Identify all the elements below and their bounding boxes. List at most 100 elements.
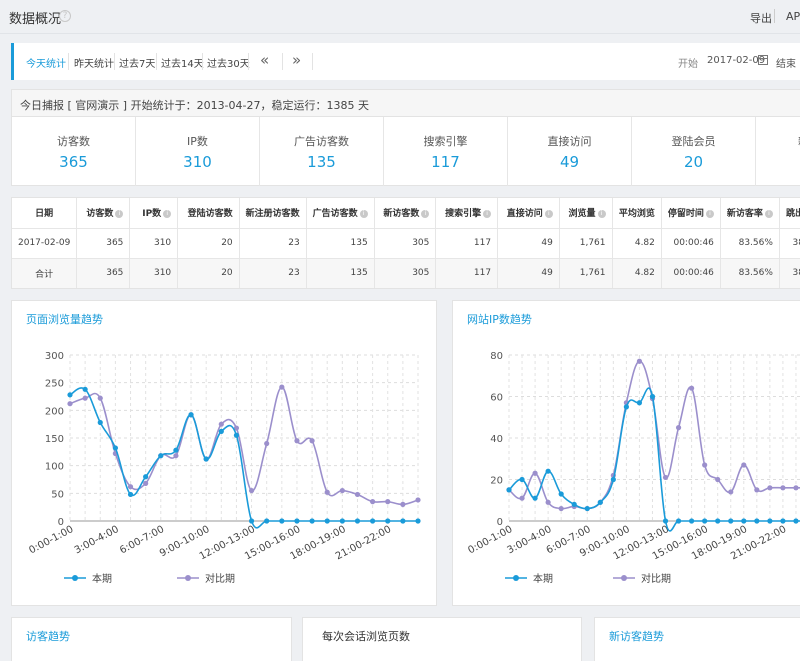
data-point bbox=[143, 474, 149, 480]
data-point bbox=[558, 505, 564, 512]
pages-per-session-panel: 每次会话浏览页数 bbox=[302, 617, 582, 661]
info-icon[interactable]: i bbox=[544, 210, 553, 219]
divider bbox=[282, 53, 283, 70]
data-point bbox=[506, 487, 512, 493]
data-point bbox=[689, 385, 695, 391]
column-header[interactable]: 浏览量 i bbox=[559, 198, 613, 229]
legend-label: 本期 bbox=[533, 572, 553, 585]
y-tick-label: 40 bbox=[490, 434, 503, 445]
column-header[interactable]: 直接访问 i bbox=[497, 198, 560, 229]
column-header[interactable]: 搜索引擎 i bbox=[435, 198, 499, 229]
data-point bbox=[309, 438, 315, 444]
pageview-trend-chart: 0501001502002503000:00-1:003:00-4:006:00… bbox=[27, 351, 421, 585]
y-tick-label: 50 bbox=[51, 489, 64, 500]
api-button[interactable]: API bbox=[786, 10, 800, 23]
date-filter-bar: 今天统计 昨天统计 过去7天 过去14天 过去30天 « » 开始 2017-0… bbox=[11, 43, 800, 80]
kpi-label: 新 bbox=[798, 133, 800, 149]
data-point bbox=[636, 400, 643, 406]
data-point bbox=[67, 392, 73, 398]
info-icon[interactable]: i bbox=[421, 210, 430, 219]
data-point bbox=[248, 487, 255, 494]
data-point bbox=[532, 495, 538, 501]
data-point bbox=[610, 476, 616, 483]
data-point bbox=[623, 404, 629, 410]
panel-title: 每次会话浏览页数 bbox=[322, 630, 410, 643]
data-point bbox=[233, 432, 240, 438]
table-total-row: 合计 365 310 20 23 135 305 117 49 1,761 4.… bbox=[12, 258, 800, 288]
table-cell: 117 bbox=[435, 258, 499, 288]
kpi-search-engine: 搜索引擎 117 bbox=[384, 117, 508, 186]
column-header[interactable]: 登陆访客数 bbox=[177, 198, 240, 229]
data-point bbox=[519, 476, 525, 483]
column-header[interactable]: 新访客数 i bbox=[374, 198, 437, 229]
data-point bbox=[188, 412, 194, 418]
data-point bbox=[385, 499, 391, 505]
ip-trend-panel: 网站IP数趋势 0 20 40 60 80 0:00-1:00 3:00-4:00 6:00-… bbox=[452, 300, 800, 606]
tab-last-7-days[interactable]: 过去7天 bbox=[119, 59, 156, 70]
column-header[interactable]: 停留时间 i bbox=[661, 198, 721, 229]
table-cell: 310 bbox=[129, 228, 179, 259]
table-cell: 00:00:46 bbox=[661, 228, 721, 259]
kpi-value: 20 bbox=[683, 153, 704, 171]
info-icon[interactable]: i bbox=[359, 210, 368, 219]
column-header[interactable]: 跳出 bbox=[779, 198, 800, 229]
info-icon[interactable]: i bbox=[764, 210, 773, 219]
start-date-input[interactable]: 2017-02-09 bbox=[707, 55, 766, 66]
kpi-label: 登陆会员 bbox=[671, 135, 716, 148]
info-icon[interactable]: i bbox=[705, 210, 714, 219]
data-point bbox=[702, 462, 708, 468]
table-cell: 23 bbox=[239, 258, 307, 288]
table-cell: 117 bbox=[435, 228, 499, 259]
tab-last-14-days[interactable]: 过去14天 bbox=[161, 59, 204, 70]
info-icon[interactable]: i bbox=[597, 210, 606, 219]
column-header[interactable]: IP数 i bbox=[129, 198, 179, 229]
prev-period-icon[interactable]: « bbox=[260, 51, 270, 69]
column-header[interactable]: 访客数 i bbox=[76, 198, 131, 229]
data-point bbox=[294, 438, 300, 444]
tab-last-30-days[interactable]: 过去30天 bbox=[207, 59, 250, 70]
stats-summary-text: 今日捕报 [ 官网演示 ] 开始统计于：2013-04-27，稳定运行：1385… bbox=[20, 99, 369, 112]
data-point bbox=[173, 447, 179, 453]
data-point bbox=[675, 518, 682, 524]
x-tick-label: 3:00-4:00 bbox=[73, 524, 121, 556]
data-point bbox=[415, 497, 421, 503]
legend-marker bbox=[185, 575, 191, 581]
info-icon[interactable]: i bbox=[163, 210, 172, 219]
data-point bbox=[279, 384, 285, 390]
data-point bbox=[545, 499, 551, 505]
data-point bbox=[780, 518, 786, 524]
kpi-row: 访客数 365 IP数 310 广告访客数 135 搜索引擎 117 直接访问 … bbox=[11, 117, 800, 186]
calendar-icon[interactable] bbox=[758, 55, 768, 65]
data-point bbox=[264, 440, 270, 447]
column-header[interactable]: 日期 bbox=[12, 198, 78, 229]
tab-today[interactable]: 今天统计 bbox=[26, 59, 66, 70]
kpi-label: IP数 bbox=[187, 135, 208, 148]
data-point bbox=[662, 518, 669, 524]
next-period-icon[interactable]: » bbox=[292, 51, 302, 69]
data-point bbox=[294, 518, 300, 524]
info-icon[interactable]: i bbox=[483, 210, 492, 219]
tab-yesterday[interactable]: 昨天统计 bbox=[74, 59, 114, 70]
top-bar: 数据概况 ? 导出 API bbox=[0, 0, 800, 34]
column-header[interactable]: 广告访客数 i bbox=[306, 198, 375, 229]
help-icon[interactable]: ? bbox=[59, 10, 71, 22]
y-tick-label: 60 bbox=[490, 393, 503, 404]
data-point bbox=[780, 485, 786, 491]
y-tick-label: 20 bbox=[490, 476, 503, 487]
kpi-ip: IP数 310 bbox=[136, 117, 260, 186]
panel-title: 页面浏览量趋势 bbox=[26, 313, 103, 326]
kpi-value: 310 bbox=[183, 153, 212, 171]
panel-title: 网站IP数趋势 bbox=[467, 313, 532, 326]
kpi-value: 365 bbox=[59, 153, 88, 171]
data-point bbox=[309, 518, 315, 524]
column-header[interactable]: 新注册访客数 bbox=[239, 198, 307, 229]
data-point bbox=[354, 491, 361, 498]
column-header[interactable]: 平均浏览 bbox=[612, 198, 662, 229]
column-header[interactable]: 新访客率 i bbox=[720, 198, 780, 229]
data-point bbox=[324, 489, 330, 495]
info-icon[interactable]: i bbox=[115, 210, 124, 219]
data-point bbox=[715, 518, 721, 524]
table-cell: 20 bbox=[177, 258, 240, 288]
summary-table: 日期 访客数 i IP数 i 登陆访客数 新注册访客数 广告访客数 i 新访客数 i 搜… bbox=[11, 197, 800, 289]
export-button[interactable]: 导出 bbox=[750, 12, 772, 25]
